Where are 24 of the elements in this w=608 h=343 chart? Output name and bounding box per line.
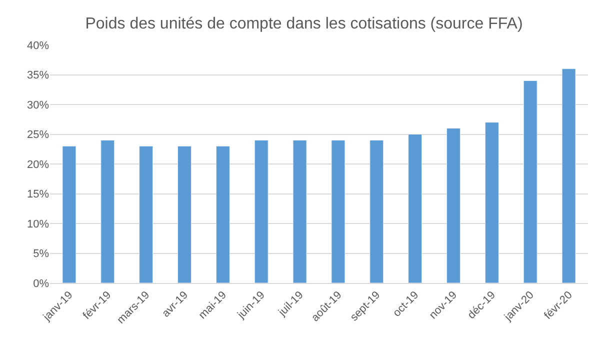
bar — [370, 140, 384, 283]
bar — [484, 122, 499, 283]
bar — [292, 140, 307, 283]
y-tick-label: 35% — [26, 70, 50, 82]
y-tick-label: 0% — [33, 278, 50, 290]
bar — [331, 140, 346, 283]
bar — [216, 146, 230, 283]
y-tick-label: 15% — [26, 188, 50, 201]
bar — [446, 128, 460, 283]
bar — [408, 134, 422, 283]
y-tick-label: 40% — [26, 40, 50, 52]
y-tick-label: 20% — [26, 158, 50, 171]
bar — [254, 140, 268, 283]
chart-title: Poids des unités de compte dans les cotisations (source FFA) — [85, 15, 523, 32]
bar — [178, 146, 192, 283]
bar — [139, 146, 154, 283]
bar — [523, 80, 538, 283]
y-tick-label: 25% — [26, 129, 50, 142]
y-tick-label: 5% — [33, 248, 50, 260]
bar — [62, 146, 76, 283]
bar — [100, 140, 115, 283]
y-tick-label: 10% — [26, 218, 50, 230]
y-tick-label: 30% — [26, 99, 50, 112]
bar — [562, 68, 576, 283]
